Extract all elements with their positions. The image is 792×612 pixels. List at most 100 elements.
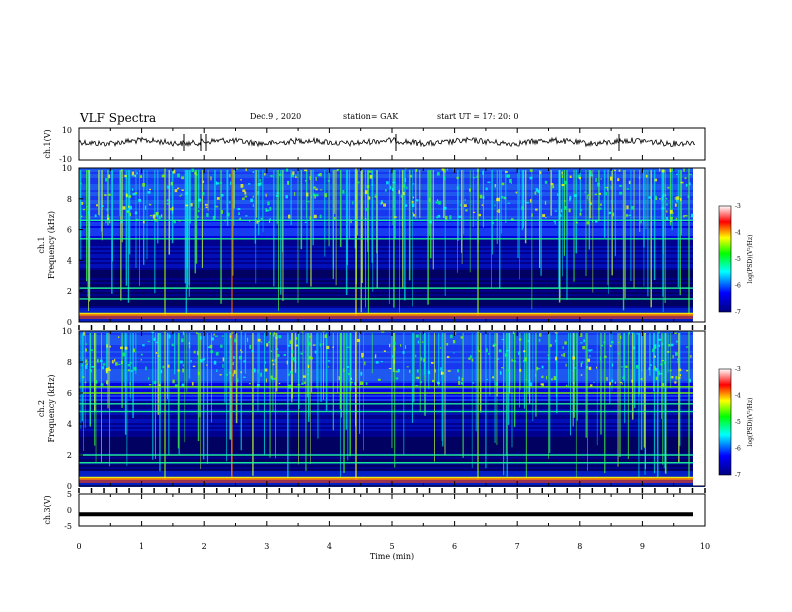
ch1-haze <box>476 175 478 178</box>
ch2-haze <box>676 361 679 363</box>
ch2-haze <box>122 352 126 357</box>
chart-station: station= GAK <box>343 112 399 121</box>
ch1-spectrogram-row <box>79 250 705 252</box>
ch1-haze <box>661 169 665 173</box>
ch2-haze <box>273 332 276 335</box>
ch1-haze <box>685 183 688 187</box>
ch1-haze <box>666 210 668 213</box>
ch2-haze <box>297 384 301 386</box>
ch1-haze <box>494 204 496 207</box>
ch1-haze <box>169 208 173 211</box>
ch1-spectrogram-row <box>79 226 705 228</box>
ch1-haze <box>412 183 415 185</box>
ch1-haze <box>315 188 318 191</box>
ch1-spectrogram-row <box>79 264 705 266</box>
ch1-spectrogram-row <box>79 262 705 264</box>
ch1-haze <box>482 195 485 200</box>
ch2-haze <box>690 355 692 358</box>
ch1-haze <box>558 214 562 217</box>
ch2-haze <box>162 365 165 369</box>
ch1-haze <box>386 181 389 185</box>
ch2-haze <box>89 369 93 373</box>
ch1-haze <box>138 198 142 202</box>
ch1-low-band <box>79 314 705 319</box>
ch2-haze <box>191 381 194 386</box>
ch1-colorbar-tick: -4 <box>735 230 741 237</box>
ch1-haze <box>167 185 170 189</box>
ch2-haze <box>356 338 360 342</box>
ch1-haze <box>197 215 199 218</box>
ch2-haze <box>133 366 137 371</box>
ch2-haze <box>469 355 472 359</box>
ch2-haze <box>270 375 273 379</box>
ch1-haze <box>412 212 414 214</box>
ch3-ytick-label: -5 <box>64 522 72 531</box>
ch1-haze <box>82 209 86 211</box>
ch2-haze <box>528 379 531 383</box>
ch2-haze <box>440 371 442 375</box>
ch1-haze <box>675 173 678 175</box>
ch2-haze <box>202 358 206 361</box>
ch2-haze <box>206 364 208 366</box>
ch2-spectrogram-row <box>79 451 705 453</box>
ch2-haze <box>393 360 395 364</box>
ch2-haze <box>266 343 269 347</box>
ch1-haze <box>120 219 123 224</box>
ch2-haze <box>147 340 150 342</box>
ch1-haze <box>531 213 533 217</box>
ch2-haze <box>118 336 120 338</box>
ch1-haze <box>129 212 132 217</box>
ch2-haze <box>233 370 236 374</box>
ch1-haze <box>259 182 262 185</box>
ch1-haze <box>324 193 327 198</box>
ch2-haze <box>661 359 665 362</box>
ch1-haze <box>350 219 352 224</box>
x-tick-label: 4 <box>327 542 332 551</box>
ch2-haze <box>102 363 106 366</box>
ch2-haze <box>617 352 620 355</box>
ch2-haze <box>130 370 133 372</box>
ch1-ytick-label: 0 <box>67 318 72 327</box>
ch1-haze <box>352 201 354 205</box>
ch1-haze <box>594 193 598 195</box>
ch2-haze <box>555 339 557 343</box>
ch1-haze <box>185 204 189 207</box>
ch1-haze <box>210 176 212 181</box>
ch1-haze <box>205 206 208 209</box>
ch1-haze <box>659 198 661 200</box>
ch1-haze <box>149 188 151 191</box>
ch2-haze <box>674 381 677 384</box>
ch2-spectrogram-row <box>79 459 705 461</box>
ch1-haze <box>609 176 613 181</box>
ch1-spectrogram-row <box>79 206 705 208</box>
ch2-haze <box>548 357 550 360</box>
ch1-haze <box>304 169 308 172</box>
ch2-haze <box>689 378 691 383</box>
ch2-haze <box>420 381 422 384</box>
ch1-haze <box>327 180 330 182</box>
ch2-haze <box>565 363 567 367</box>
ch2-haze <box>610 344 612 347</box>
ch2-haze <box>338 376 340 380</box>
ch2-haze <box>112 360 114 364</box>
ch2-haze <box>653 345 657 350</box>
ch1-haze <box>270 175 273 177</box>
ch2-haze <box>655 367 658 372</box>
ch2-haze <box>504 353 508 357</box>
ch1-haze <box>238 212 240 216</box>
ch2-haze <box>427 370 431 375</box>
ch2-haze <box>675 352 678 356</box>
ch1-haze <box>87 170 90 173</box>
ch2-haze <box>115 362 118 366</box>
ch2-haze <box>609 382 611 386</box>
ch2-haze <box>566 384 568 388</box>
ch1-ytick-label: 10 <box>62 126 72 135</box>
ch1-haze <box>275 195 279 197</box>
ch1-haze <box>590 201 592 205</box>
ch2-haze <box>506 350 509 352</box>
ch2-haze <box>309 335 312 338</box>
ch2-haze <box>324 334 327 338</box>
ch1-haze <box>219 182 223 184</box>
ch2-haze <box>617 341 620 343</box>
ch1-spectrogram-row <box>79 242 705 244</box>
